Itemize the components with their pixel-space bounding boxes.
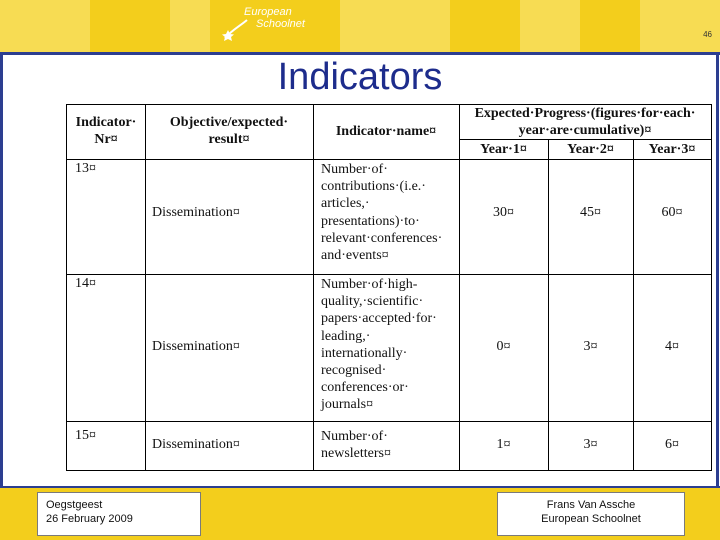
header-text: Indicator· xyxy=(75,115,137,130)
text-line: newsletters¤ xyxy=(321,446,391,462)
table-rule xyxy=(459,139,711,140)
header-indicator-name: Indicator·name¤ xyxy=(335,124,437,139)
frame-border xyxy=(0,52,3,488)
star-swirl-icon xyxy=(222,19,248,41)
row-15-indicator-name: Number·of· newsletters¤ xyxy=(321,428,391,462)
banner-ribbon xyxy=(520,0,580,52)
row-13-indicator-name: Number·of· contributions·(i.e.· articles… xyxy=(321,161,442,264)
header-year-1: Year·1¤ xyxy=(480,142,527,157)
header-banner: European Schoolnet 46 xyxy=(0,0,720,52)
logo-wordmark: European Schoolnet xyxy=(244,6,305,30)
header-text: year·are·cumulative)¤ xyxy=(518,123,652,138)
header-text: result¤ xyxy=(208,132,250,147)
table-rule xyxy=(67,159,711,160)
footer-author-name: Frans Van Assche xyxy=(546,499,636,511)
row-14-year-2: 3¤ xyxy=(583,339,598,354)
row-14-nr: 14¤ xyxy=(75,276,96,291)
table-rule xyxy=(313,105,314,470)
header-expected-progress: Expected·Progress·(figures·for·each· yea… xyxy=(459,105,711,139)
row-13-nr: 13¤ xyxy=(75,161,96,176)
banner-ribbon xyxy=(170,0,210,52)
header-indicator-nr: Indicator· Nr¤ xyxy=(67,114,145,148)
table-rule xyxy=(67,421,711,422)
text-line: conferences·or· xyxy=(321,380,409,396)
table-rule xyxy=(633,139,634,470)
frame-border xyxy=(716,52,719,488)
text-line: Number·of· xyxy=(321,429,388,444)
logo-line-2: Schoolnet xyxy=(256,18,305,30)
slide-title: Indicators xyxy=(277,56,443,98)
footer-date: 26 February 2009 xyxy=(46,513,133,525)
banner-ribbon xyxy=(640,0,720,52)
row-15-year-1: 1¤ xyxy=(496,437,511,452)
page-number: 46 xyxy=(703,30,712,39)
row-14-year-3: 4¤ xyxy=(665,339,679,354)
text-line: leading,· xyxy=(321,328,371,344)
footer-location: Oegstgeest xyxy=(46,499,103,511)
table-rule xyxy=(459,105,460,470)
text-line: Number·of·high- xyxy=(321,277,418,292)
text-line: papers·accepted·for· xyxy=(321,311,437,327)
row-14-objective: Dissemination¤ xyxy=(152,339,240,354)
text-line: quality,·scientific· xyxy=(321,294,424,310)
european-schoolnet-logo: European Schoolnet xyxy=(222,4,342,50)
footer-organisation: European Schoolnet xyxy=(541,513,641,525)
row-14-indicator-name: Number·of·high- quality,·scientific· pap… xyxy=(321,276,437,414)
header-year-2: Year·2¤ xyxy=(567,142,614,157)
row-13-year-3: 60¤ xyxy=(661,205,683,220)
banner-ribbon xyxy=(340,0,450,52)
frame-border xyxy=(0,486,720,488)
table-rule xyxy=(67,274,711,275)
header-text: Expected·Progress·(figures·for·each· xyxy=(474,106,696,121)
row-13-objective: Dissemination¤ xyxy=(152,205,240,220)
text-line: articles,· xyxy=(321,196,370,212)
row-15-year-3: 6¤ xyxy=(665,437,679,452)
text-line: presentations)·to· xyxy=(321,213,420,229)
text-line: Number·of· xyxy=(321,162,388,177)
text-line: contributions·(i.e.· xyxy=(321,179,426,195)
text-line: relevant·conferences· xyxy=(321,230,443,246)
frame-border xyxy=(0,52,720,55)
header-text: Objective/expected· xyxy=(169,115,289,130)
banner-ribbon xyxy=(0,0,90,52)
text-line: and·events¤ xyxy=(321,248,389,264)
row-13-year-2: 45¤ xyxy=(580,205,601,220)
header-year-3: Year·3¤ xyxy=(648,142,696,157)
indicators-table: Indicator· Nr¤ Objective/expected· resul… xyxy=(66,104,712,471)
row-14-year-1: 0¤ xyxy=(496,339,511,354)
header-objective: Objective/expected· result¤ xyxy=(145,114,313,148)
row-13-year-1: 30¤ xyxy=(493,205,514,220)
text-line: internationally· xyxy=(321,345,408,361)
text-line: recognised· xyxy=(321,363,387,379)
row-15-objective: Dissemination¤ xyxy=(152,437,240,452)
table-rule xyxy=(548,139,549,470)
logo-line-1: European xyxy=(244,6,292,18)
footer-author: Frans Van Assche European Schoolnet xyxy=(497,492,685,536)
header-text: Nr¤ xyxy=(94,132,118,147)
table-rule xyxy=(145,105,146,470)
row-15-year-2: 3¤ xyxy=(583,437,598,452)
text-line: journals¤ xyxy=(321,397,374,413)
footer-location-date: Oegstgeest 26 February 2009 xyxy=(37,492,201,536)
row-15-nr: 15¤ xyxy=(75,428,96,443)
